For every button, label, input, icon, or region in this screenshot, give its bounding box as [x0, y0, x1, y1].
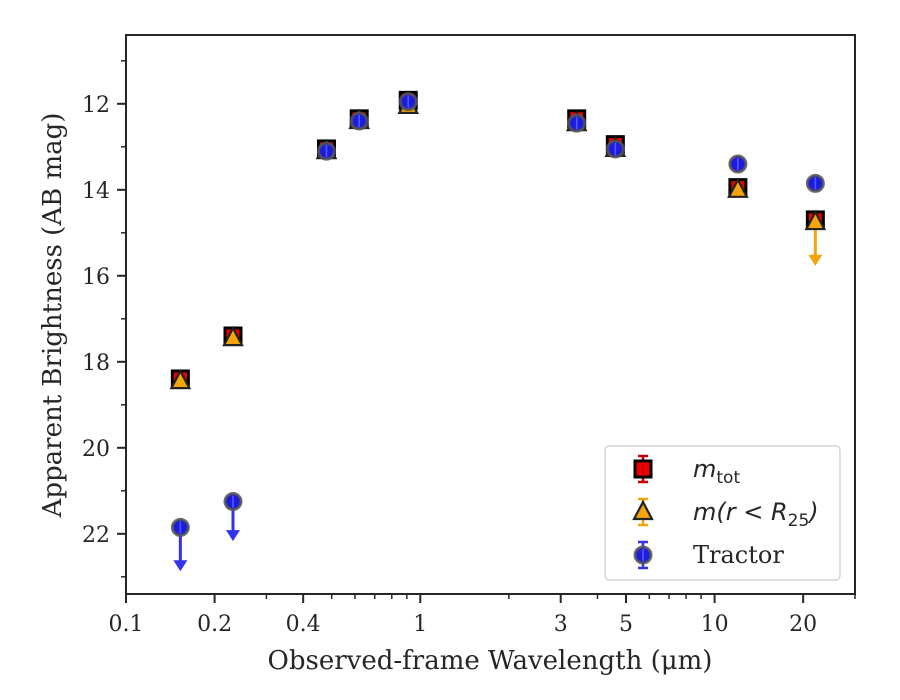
y-axis: 12 14 16 18 20 22: [82, 60, 126, 578]
maperture-triangle-marker: [222, 325, 244, 347]
x-tick-label: 0.4: [286, 612, 321, 637]
tractor-circle-marker-limit-arrowhead: [173, 560, 188, 572]
legend-entry-2: Tractor: [633, 540, 784, 570]
y-axis-label: Apparent Brightness (AB mag): [38, 113, 68, 519]
y-tick-label: 14: [82, 179, 110, 204]
maperture-triangle-marker: [169, 368, 192, 390]
x-tick-label: 5: [619, 612, 633, 637]
maperture-triangle-marker-limit-arrowhead: [808, 254, 823, 266]
series-0: [170, 90, 825, 389]
y-tick-label: 16: [82, 265, 110, 290]
x-tick-label: 0.1: [109, 612, 144, 637]
x-tick-label: 10: [701, 612, 729, 637]
tractor-circle-marker-limit-arrowhead: [226, 530, 241, 542]
maperture-triangle-marker: [727, 177, 749, 198]
y-tick-label: 12: [82, 93, 110, 118]
legend-box: [604, 445, 841, 581]
legend-label: mtot: [693, 455, 740, 488]
x-tick-label: 3: [554, 612, 568, 637]
legend: mtot m(r < R25) Tractor: [604, 445, 841, 581]
series-2: [170, 92, 825, 572]
legend-marker: [632, 499, 654, 521]
legend-label: m(r < R25): [693, 498, 819, 531]
x-axis-label: Observed-frame Wavelength (μm): [268, 646, 713, 676]
plot-frame: [125, 34, 856, 595]
legend-entry-1: m(r < R25): [632, 497, 819, 531]
x-axis: 0.1 0.2 0.4 1 3 5 10 20: [109, 594, 856, 637]
y-tick-label: 22: [82, 523, 110, 548]
y-tick-label: 20: [82, 437, 110, 462]
legend-entry-0: mtot: [633, 454, 740, 488]
x-tick-label: 0.2: [197, 612, 232, 637]
x-tick-label: 20: [789, 612, 817, 637]
maperture-triangle-marker: [804, 209, 827, 231]
legend-label: Tractor: [693, 541, 784, 569]
y-tick-label: 18: [82, 351, 110, 376]
data-marks: [169, 90, 827, 572]
series-1: [169, 93, 827, 390]
x-tick-label: 1: [413, 612, 427, 637]
